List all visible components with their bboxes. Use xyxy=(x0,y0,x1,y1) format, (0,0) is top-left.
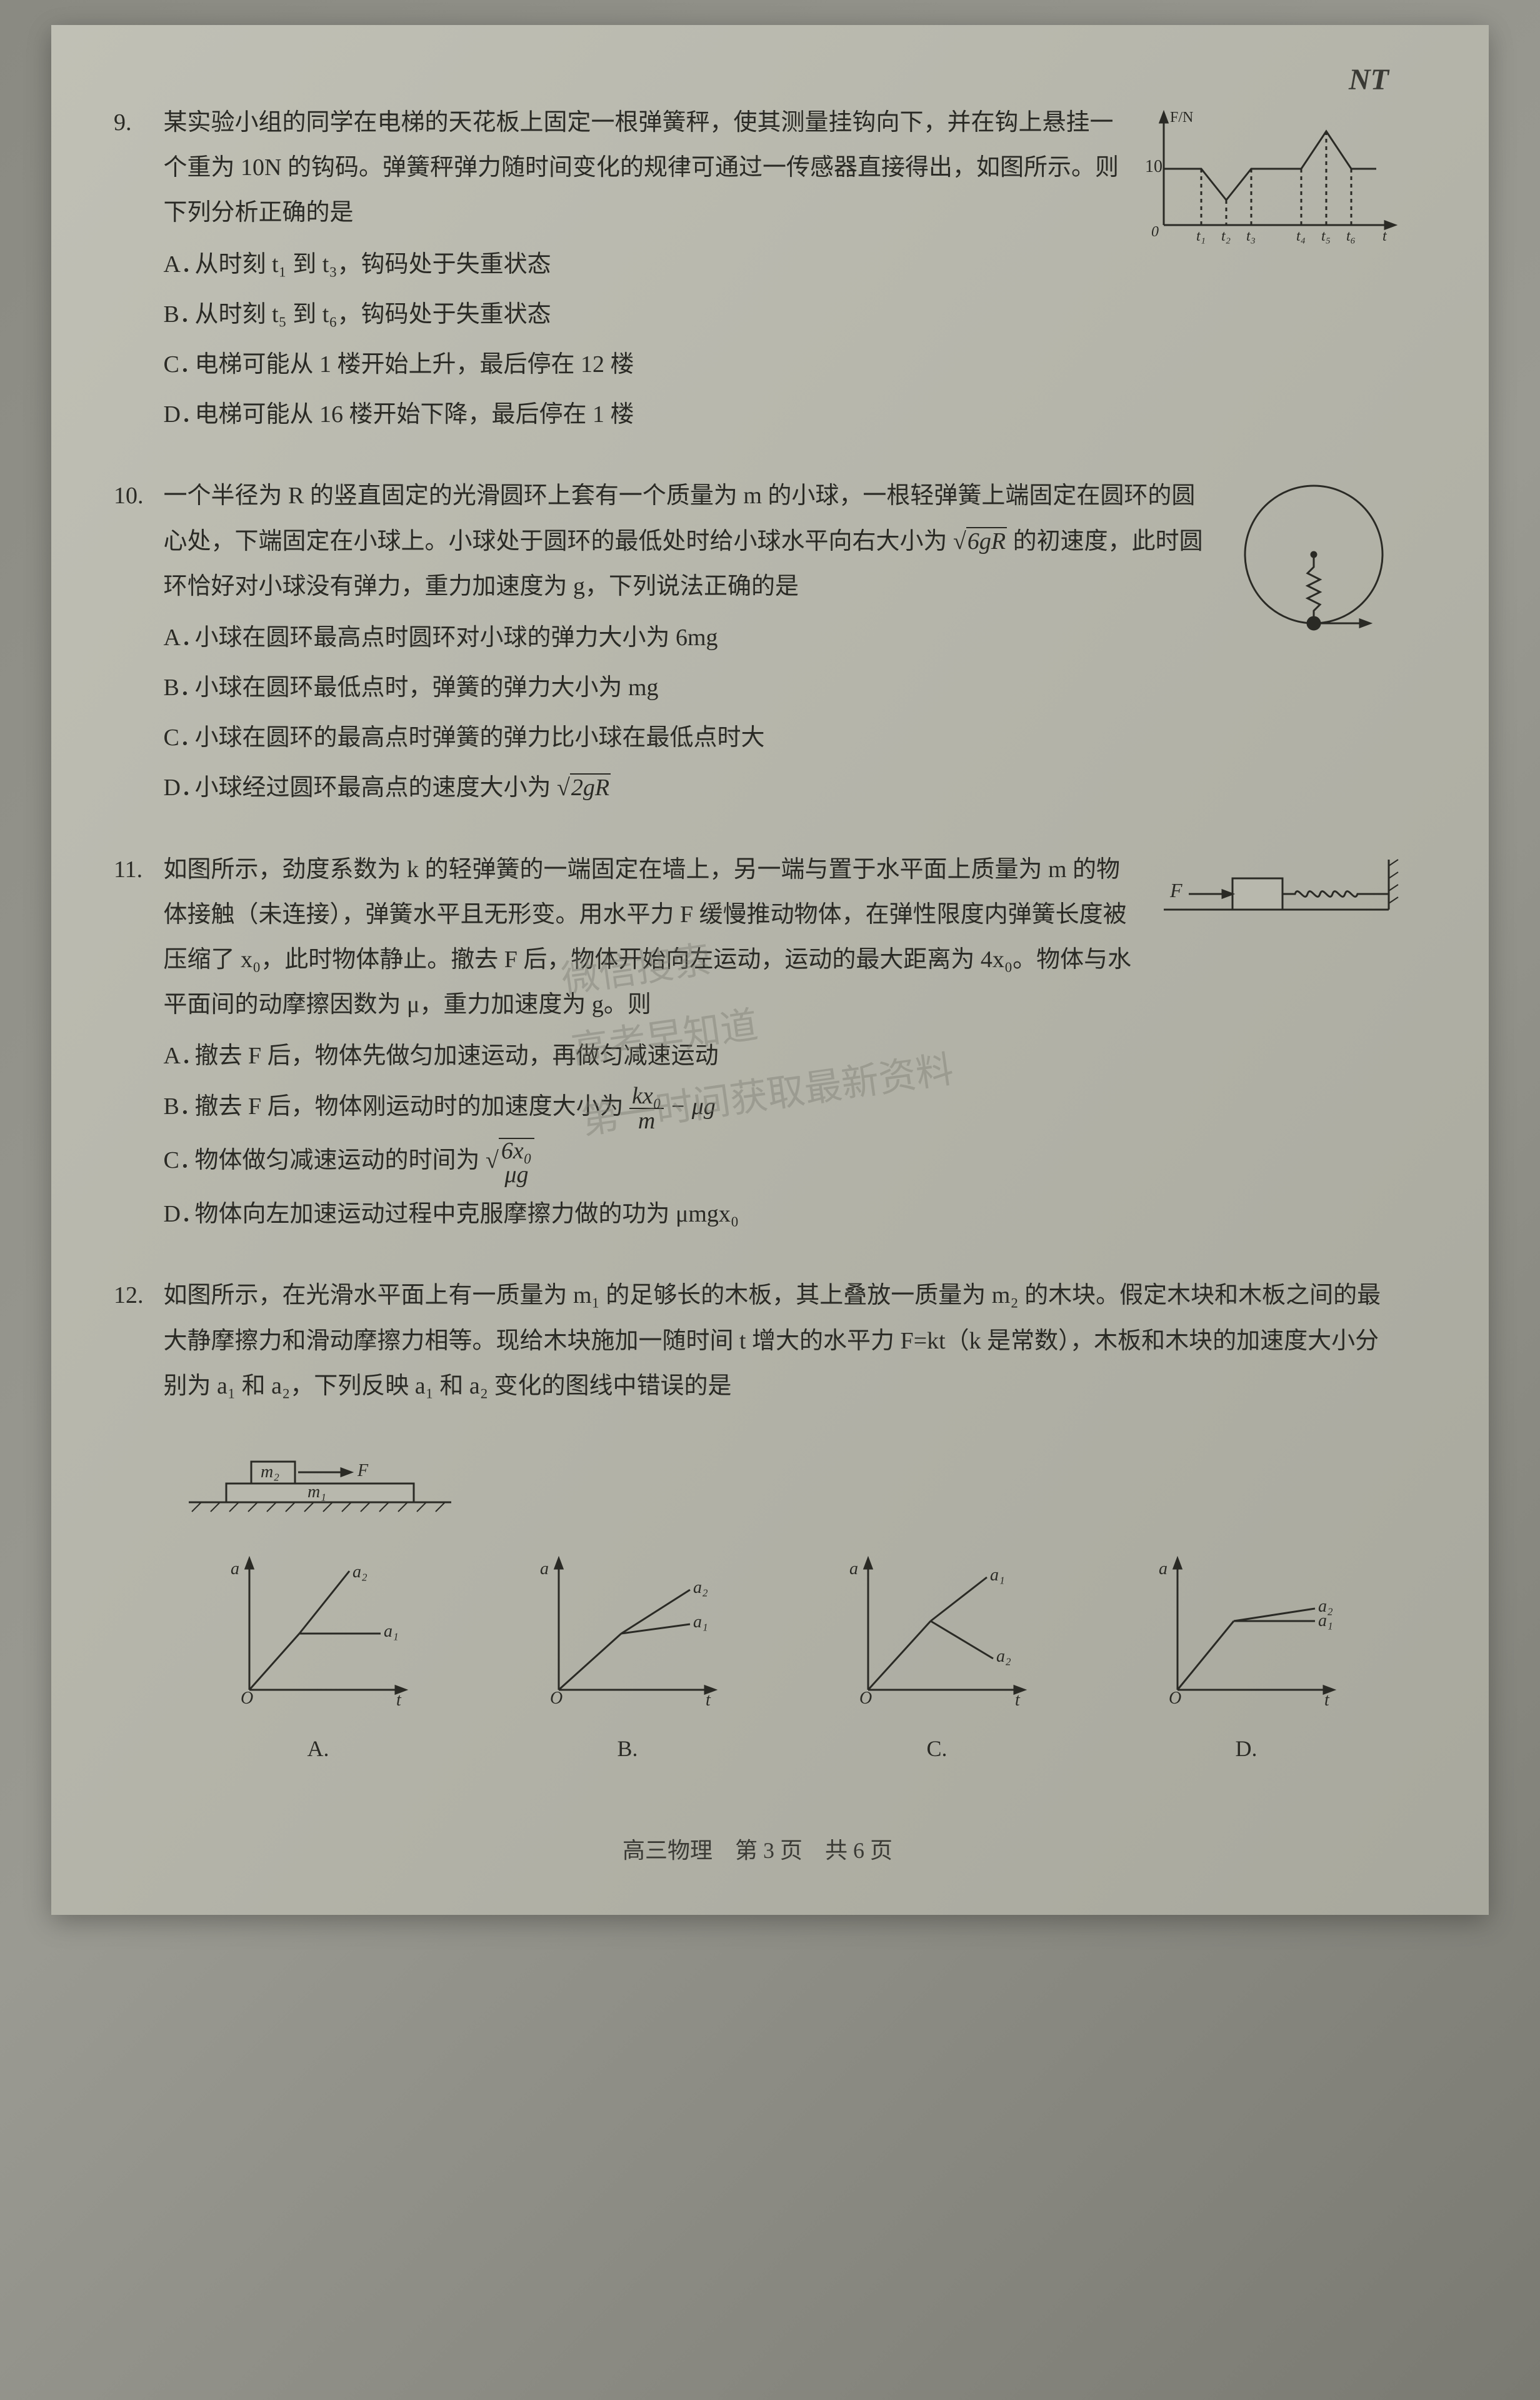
svg-text:t₄: t₄ xyxy=(1296,228,1306,244)
option-text: 从时刻 t₁ 到 t₃，钩码处于失重状态 xyxy=(195,251,551,278)
q-number: 9. xyxy=(114,100,158,145)
q-stem: 一个半径为 R 的竖直固定的光滑圆环上套有一个质量为 m 的小球，一根轻弹簧上端… xyxy=(164,473,1214,609)
q12-center-figure: m₂ m₁ F xyxy=(164,1427,1401,1527)
answer-row: a O t a₂ a₁ A. xyxy=(164,1546,1401,1770)
option-A: A．从时刻 t₁ 到 t₃，钩码处于失重状态 xyxy=(164,242,1126,287)
svg-text:a₁: a₁ xyxy=(693,1612,708,1632)
q-stem: 某实验小组的同学在电梯的天花板上固定一根弹簧秤，使其测量挂钩向下，并在钩上悬挂一… xyxy=(164,100,1126,236)
q-body: 如图所示，在光滑水平面上有一质量为 m₁ 的足够长的木板，其上叠放一质量为 m₂… xyxy=(164,1273,1401,1770)
option-text: 撤去 F 后，物体刚运动时的加速度大小为 kx₀m − μg xyxy=(195,1093,716,1120)
svg-text:m₁: m₁ xyxy=(308,1482,326,1502)
option-text: 电梯可能从 16 楼开始下降，最后停在 1 楼 xyxy=(195,401,634,428)
q-body: 某实验小组的同学在电梯的天花板上固定一根弹簧秤，使其测量挂钩向下，并在钩上悬挂一… xyxy=(164,100,1401,442)
svg-text:t: t xyxy=(1382,228,1388,244)
option-text: 物体向左加速运动过程中克服摩擦力做的功为 μmgx₀ xyxy=(195,1201,739,1227)
svg-text:t₆: t₆ xyxy=(1346,228,1356,244)
q-body: 一个半径为 R 的竖直固定的光滑圆环上套有一个质量为 m 的小球，一根轻弹簧上端… xyxy=(164,473,1401,815)
svg-text:t: t xyxy=(706,1690,711,1710)
svg-text:a: a xyxy=(849,1559,858,1579)
answer-C: a O t a₁ a₂ C. xyxy=(837,1546,1037,1770)
svg-text:t₅: t₅ xyxy=(1321,228,1331,244)
svg-text:m₂: m₂ xyxy=(261,1462,279,1482)
svg-text:a₁: a₁ xyxy=(384,1622,399,1641)
option-text: 从时刻 t₅ 到 t₆，钩码处于失重状态 xyxy=(195,301,551,328)
q-stem: 如图所示，劲度系数为 k 的轻弹簧的一端固定在墙上，另一端与置于水平面上质量为 … xyxy=(164,847,1139,1028)
option-C: C．电梯可能从 1 楼开始上升，最后停在 12 楼 xyxy=(164,342,1126,387)
option-B: B．撤去 F 后，物体刚运动时的加速度大小为 kx₀m − μg xyxy=(164,1084,1139,1133)
svg-text:O: O xyxy=(1169,1689,1181,1708)
svg-text:t: t xyxy=(396,1690,402,1710)
q-stem: 如图所示，在光滑水平面上有一质量为 m₁ 的足够长的木板，其上叠放一质量为 m₂… xyxy=(164,1273,1401,1408)
svg-text:F: F xyxy=(357,1461,369,1480)
answer-label: B. xyxy=(528,1727,728,1770)
svg-text:O: O xyxy=(550,1689,562,1708)
svg-text:F: F xyxy=(1169,879,1182,901)
svg-text:a₂: a₂ xyxy=(693,1578,708,1597)
svg-text:a₁: a₁ xyxy=(1318,1611,1333,1630)
q9-figure: 10 xyxy=(1139,100,1401,250)
question-10: 10. 一个半径为 R 的竖直固定的光滑圆环上套有一个质量为 m 的小球，一根轻… xyxy=(114,473,1401,815)
option-D: D．物体向左加速运动过程中克服摩擦力做的功为 μmgx₀ xyxy=(164,1192,1139,1237)
svg-text:0: 0 xyxy=(1151,224,1159,240)
svg-text:10: 10 xyxy=(1145,157,1162,176)
option-B: B．小球在圆环最低点时，弹簧的弹力大小为 mg xyxy=(164,665,1214,710)
q-number: 12. xyxy=(114,1273,158,1318)
option-text: 小球在圆环的最高点时弹簧的弹力比小球在最低点时大 xyxy=(195,725,765,751)
q-number: 11. xyxy=(114,847,158,892)
logo: NT xyxy=(1349,63,1389,97)
svg-text:t₁: t₁ xyxy=(1196,228,1206,244)
option-A: A．小球在圆环最高点时圆环对小球的弹力大小为 6mg xyxy=(164,615,1214,660)
svg-text:O: O xyxy=(241,1689,253,1708)
question-12: 12. 如图所示，在光滑水平面上有一质量为 m₁ 的足够长的木板，其上叠放一质量… xyxy=(114,1273,1401,1770)
option-D: D．电梯可能从 16 楼开始下降，最后停在 1 楼 xyxy=(164,392,1126,437)
question-9: 9. 某实验小组的同学在电梯的天花板上固定一根弹簧秤，使其测量挂钩向下，并在钩上… xyxy=(114,100,1401,442)
svg-text:a₁: a₁ xyxy=(990,1565,1005,1585)
q-body: 如图所示，劲度系数为 k 的轻弹簧的一端固定在墙上，另一端与置于水平面上质量为 … xyxy=(164,847,1401,1242)
option-C: C．物体做匀减速运动的时间为 √6x₀μg xyxy=(164,1138,1139,1187)
option-D: D．小球经过圆环最高点的速度大小为 √2gR xyxy=(164,765,1214,810)
svg-text:a: a xyxy=(540,1559,549,1579)
question-11: 11. 如图所示，劲度系数为 k 的轻弹簧的一端固定在墙上，另一端与置于水平面上… xyxy=(114,847,1401,1242)
option-C: C．小球在圆环的最高点时弹簧的弹力比小球在最低点时大 xyxy=(164,715,1214,760)
answer-label: C. xyxy=(837,1727,1037,1770)
option-text: 电梯可能从 1 楼开始上升，最后停在 12 楼 xyxy=(195,351,634,378)
answer-A: a O t a₂ a₁ A. xyxy=(218,1546,418,1770)
option-text: 物体做匀减速运动的时间为 √6x₀μg xyxy=(195,1147,534,1173)
answer-D: a O t a₂ a₁ D. xyxy=(1146,1546,1346,1770)
svg-text:a₂: a₂ xyxy=(352,1562,368,1582)
q-number: 10. xyxy=(114,473,158,518)
option-text: 小球在圆环最低点时，弹簧的弹力大小为 mg xyxy=(195,675,659,701)
svg-text:F/N: F/N xyxy=(1170,109,1193,126)
option-text: 小球在圆环最高点时圆环对小球的弹力大小为 6mg xyxy=(195,625,718,651)
exam-page: NT 9. 某实验小组的同学在电梯的天花板上固定一根弹簧秤，使其测量挂钩向下，并… xyxy=(51,25,1489,1915)
answer-label: D. xyxy=(1146,1727,1346,1770)
svg-text:a: a xyxy=(1159,1559,1168,1579)
svg-text:a: a xyxy=(231,1559,239,1579)
option-A: A．撤去 F 后，物体先做匀加速运动，再做匀减速运动 xyxy=(164,1033,1139,1078)
page-footer: 高三物理 第 3 页 共 6 页 xyxy=(114,1832,1401,1865)
q10-figure xyxy=(1226,473,1401,661)
q11-figure: F xyxy=(1151,847,1401,935)
option-B: B．从时刻 t₅ 到 t₆，钩码处于失重状态 xyxy=(164,292,1126,337)
svg-text:t₃: t₃ xyxy=(1246,228,1256,244)
svg-text:O: O xyxy=(859,1689,872,1708)
svg-text:a₂: a₂ xyxy=(996,1647,1011,1666)
svg-text:t₂: t₂ xyxy=(1221,228,1231,244)
option-text: 撤去 F 后，物体先做匀加速运动，再做匀减速运动 xyxy=(195,1043,719,1069)
answer-label: A. xyxy=(218,1727,418,1770)
svg-text:t: t xyxy=(1015,1690,1021,1710)
answer-B: a O t a₂ a₁ B. xyxy=(528,1546,728,1770)
svg-text:t: t xyxy=(1324,1690,1330,1710)
